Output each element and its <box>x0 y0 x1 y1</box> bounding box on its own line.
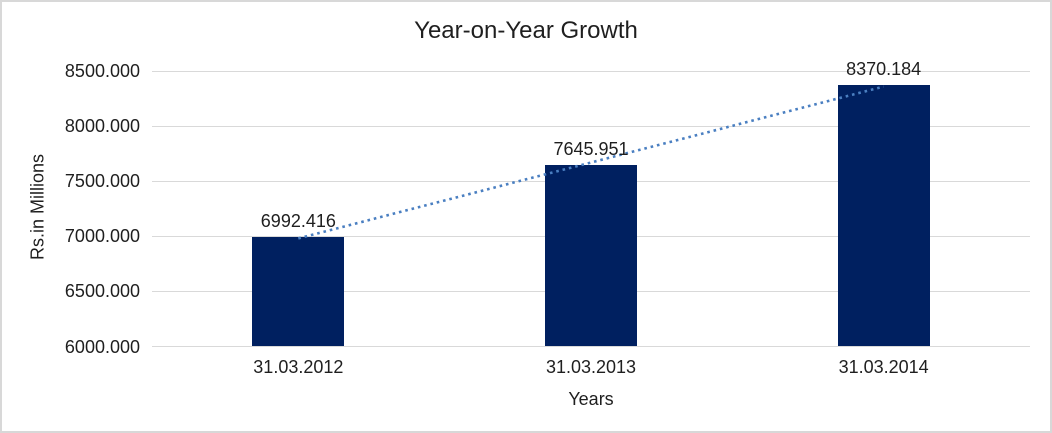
y-axis-tick-label: 8500.000 <box>64 61 140 81</box>
y-axis-tick-label: 6500.000 <box>64 281 140 302</box>
chart-title: Year-on-Year Growth <box>414 17 638 44</box>
gridline <box>152 346 1030 347</box>
y-axis-tick-label: 6000.000 <box>64 336 140 357</box>
y-axis-tick-label: 7000.000 <box>64 226 140 247</box>
bar <box>545 165 637 347</box>
bar <box>252 237 345 347</box>
x-axis-title: Years <box>568 389 614 409</box>
y-axis-tick-label: 8000.000 <box>64 116 140 137</box>
x-axis-tick-label: 31.03.2014 <box>838 357 929 377</box>
gridline <box>152 70 1030 72</box>
bar <box>837 85 930 347</box>
data-label: 7645.951 <box>553 139 629 160</box>
data-label: 6992.416 <box>260 211 336 232</box>
x-axis-tick-label: 31.03.2013 <box>545 357 637 377</box>
x-axis-tick-label: 31.03.2012 <box>253 357 344 377</box>
y-axis-tick-label: 7500.000 <box>64 171 140 192</box>
data-label: 8370.184 <box>846 59 922 80</box>
